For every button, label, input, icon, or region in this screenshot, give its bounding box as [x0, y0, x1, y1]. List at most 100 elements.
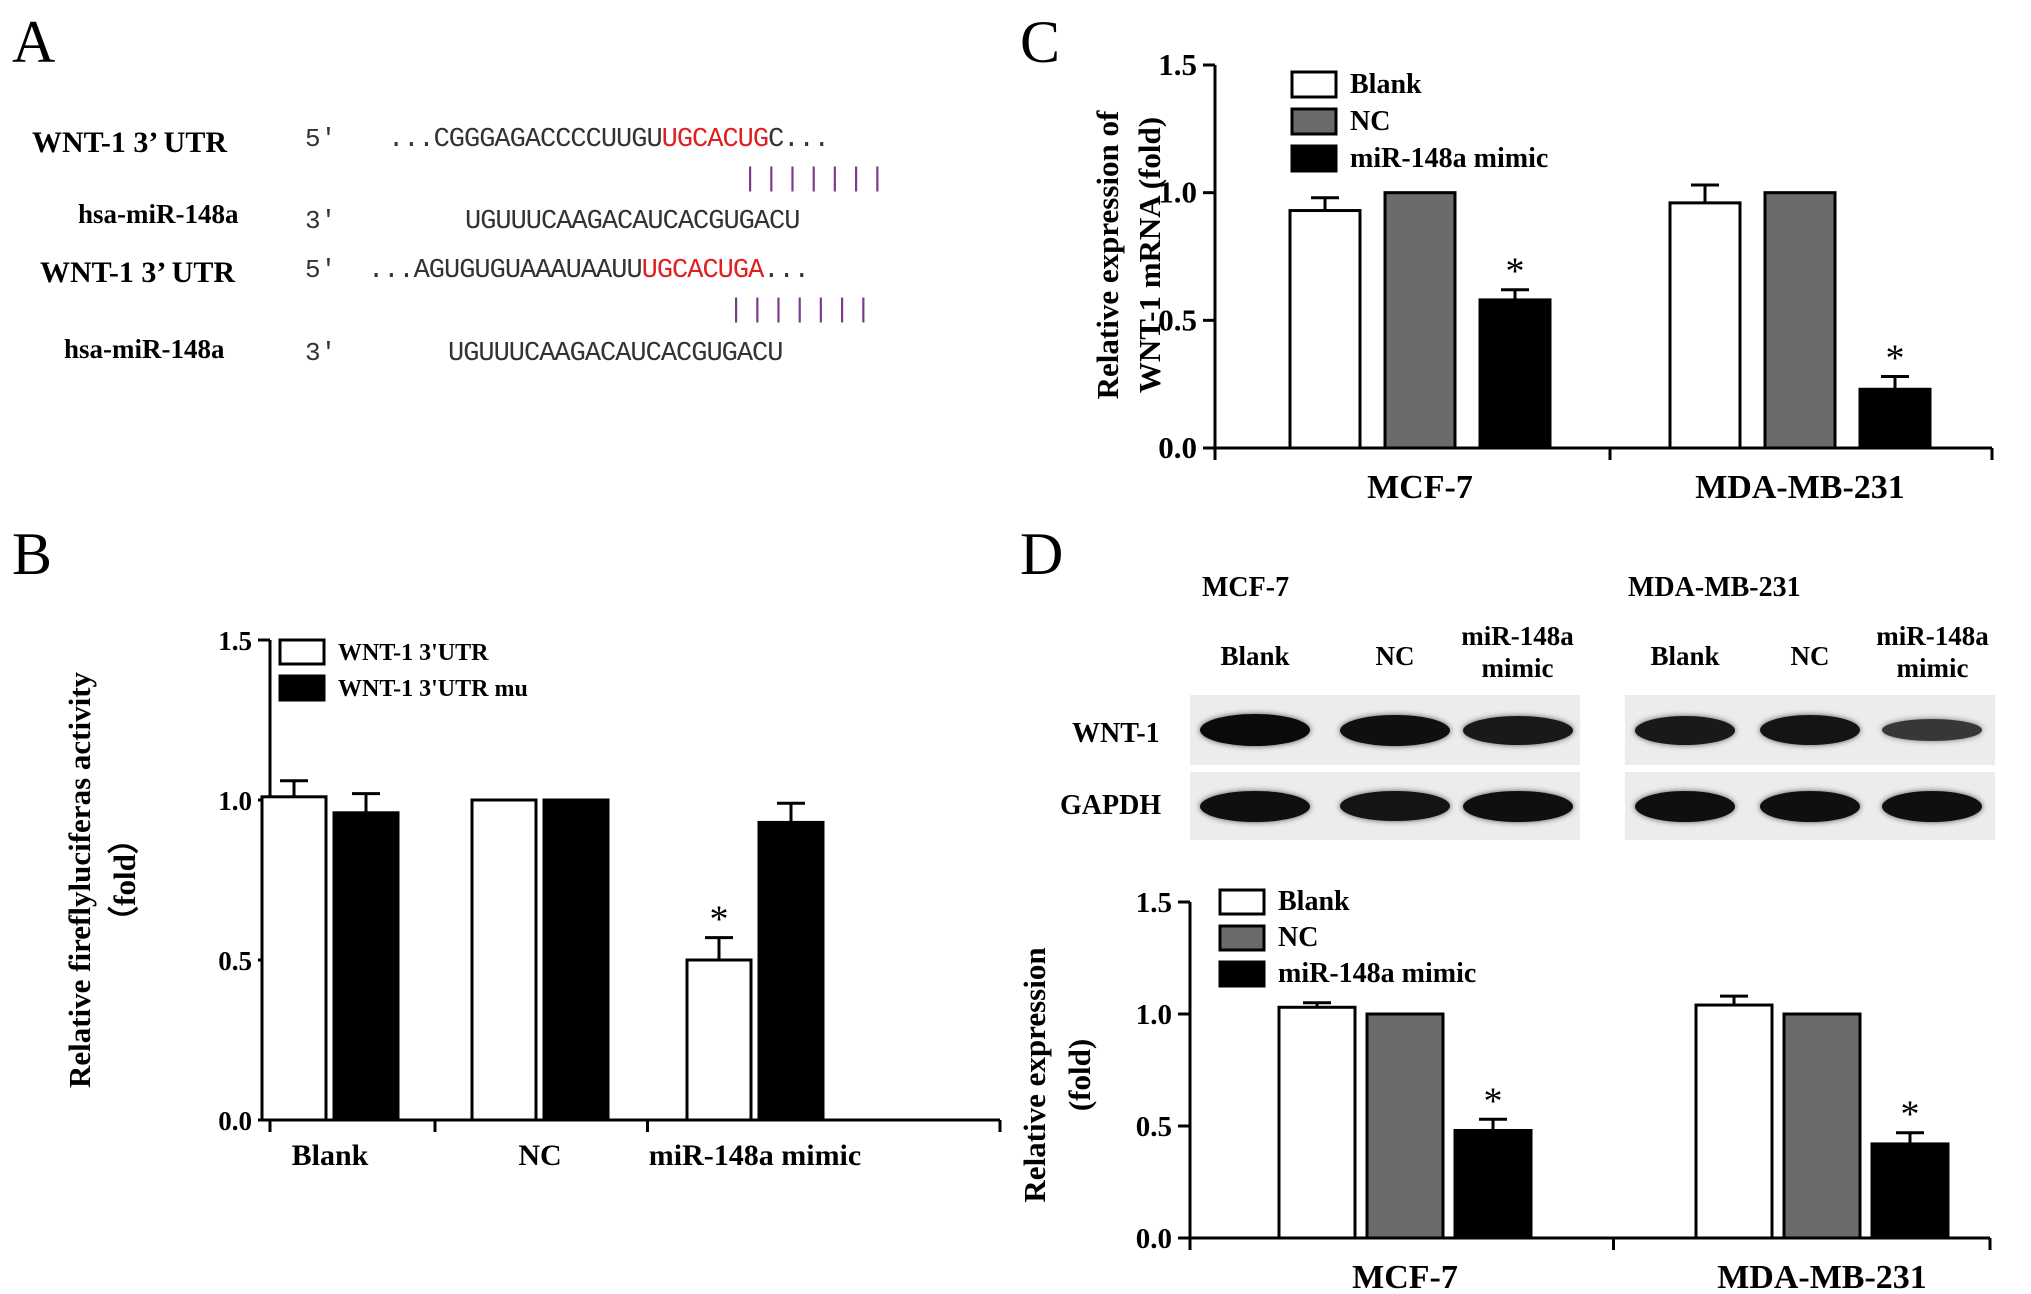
legend-swatch	[1290, 107, 1338, 136]
legend-label: WNT-1 3'UTR mu	[338, 676, 528, 702]
x-category-label: Blank	[292, 1139, 369, 1172]
lane-label: Blank	[1220, 641, 1290, 671]
blot-band	[1635, 715, 1735, 745]
bar	[1694, 1003, 1774, 1240]
seed-match-highlight: UGCACUG	[661, 125, 769, 155]
bar	[1365, 1012, 1445, 1240]
y-tick-label: 1.0	[218, 786, 252, 816]
y-tick-label: 0.5	[218, 946, 252, 976]
bar	[685, 958, 753, 1122]
y-tick-label: 1.5	[1136, 887, 1172, 919]
legend-label: miR-148a mimic	[1278, 958, 1476, 989]
blot-group-title-mdamb231: MDA-MB-231	[1628, 572, 1801, 603]
bar	[757, 820, 825, 1122]
lane-label: NC	[1790, 641, 1830, 671]
significance-marker: *	[1484, 1080, 1503, 1122]
blot-band	[1463, 715, 1573, 745]
legend-swatch	[278, 674, 326, 702]
y-tick-label: 1.5	[218, 626, 252, 656]
bar	[1763, 191, 1837, 450]
blot-row-label-wnt1: WNT-1	[1072, 718, 1160, 749]
lane-label: NC	[1375, 641, 1415, 671]
blot-band	[1882, 719, 1982, 741]
significance-marker: *	[710, 899, 729, 941]
base-pair-bonds: |||||||	[742, 165, 891, 195]
y-tick-label: 0.0	[218, 1106, 252, 1136]
blot-band	[1635, 790, 1735, 822]
seed-match-highlight: UGCACUGA	[641, 256, 765, 286]
bar	[470, 798, 538, 1122]
legend-label: Blank	[1278, 886, 1350, 917]
legend-swatch	[1290, 70, 1338, 99]
bar	[542, 798, 610, 1122]
y-tick-label: 1.5	[1158, 47, 1197, 82]
lane-label: Blank	[1650, 641, 1720, 671]
legend-swatch	[1218, 924, 1266, 952]
blot-band	[1760, 790, 1860, 822]
y-tick-label: 1.0	[1136, 999, 1172, 1031]
bar	[1858, 387, 1932, 450]
blot-band	[1200, 790, 1310, 822]
significance-marker: *	[1886, 338, 1905, 380]
mir-sequence: UGUUUCAAGACAUCACGUGACU	[465, 207, 800, 237]
y-axis-label-line-2: (fold)	[1062, 1039, 1097, 1111]
blot-band	[1882, 790, 1982, 822]
mir-sequence: UGUUUCAAGACAUCACGUGACU	[448, 339, 783, 369]
blot-band	[1463, 790, 1573, 822]
lane-label: miR-148a mimic	[1461, 621, 1574, 683]
lane-label: miR-148a mimic	[1876, 621, 1989, 683]
y-tick-label: 1.0	[1158, 175, 1197, 210]
legend-swatch	[278, 638, 326, 666]
legend-label: Blank	[1350, 69, 1422, 100]
bar	[1288, 209, 1362, 450]
blot-band	[1340, 791, 1450, 821]
bar	[1478, 298, 1552, 450]
bar	[260, 795, 328, 1122]
bar	[1277, 1005, 1357, 1240]
y-axis-label-line-2: WNT-1 mRNA (fold)	[1132, 117, 1167, 393]
panel-letter-b: B	[12, 521, 53, 587]
bar	[1870, 1142, 1950, 1240]
utr-end-label: 5'	[305, 124, 337, 154]
significance-marker: *	[1506, 251, 1525, 293]
utr-label: WNT-1 3’ UTR	[32, 126, 228, 159]
blot-band	[1340, 714, 1450, 746]
base-pair-bonds: |||||||	[728, 296, 877, 326]
legend-label: NC	[1350, 106, 1390, 137]
x-category-label: MDA-MB-231	[1717, 1259, 1927, 1294]
utr-sequence: ...CGGGAGACCCCUUGUUGCACUGC...	[388, 125, 830, 155]
bar	[1668, 201, 1742, 450]
legend-swatch	[1218, 888, 1266, 916]
legend-label: NC	[1278, 922, 1318, 953]
mir-label: hsa-miR-148a	[64, 334, 225, 364]
bar	[1383, 191, 1457, 450]
bar	[1782, 1012, 1862, 1240]
y-axis-label: Relative expression	[1017, 947, 1052, 1202]
y-tick-label: 0.5	[1136, 1111, 1172, 1143]
mir-label: hsa-miR-148a	[78, 199, 239, 229]
significance-marker: *	[1901, 1094, 1920, 1136]
y-axis-label: Relative expression of	[1090, 110, 1125, 399]
panel-letter-c: C	[1020, 9, 1061, 75]
legend-label: WNT-1 3'UTR	[338, 640, 489, 666]
bar	[332, 811, 400, 1122]
x-category-label: miR-148a mimic	[649, 1139, 861, 1172]
blot-band	[1200, 714, 1310, 746]
utr-label: WNT-1 3’ UTR	[40, 256, 236, 289]
legend-label: miR-148a mimic	[1350, 143, 1548, 174]
blot-band	[1760, 715, 1860, 745]
x-category-label: MDA-MB-231	[1695, 469, 1905, 506]
utr-sequence: ...AGUGUGUAAAUAAUUUGCACUGA...	[368, 256, 810, 286]
mir-end-label: 3'	[305, 338, 337, 368]
legend-swatch	[1290, 144, 1338, 173]
blot-row-label-gapdh: GAPDH	[1060, 790, 1162, 821]
x-category-label: MCF-7	[1367, 469, 1473, 506]
y-tick-label: 0.0	[1158, 430, 1197, 465]
bar	[1453, 1128, 1533, 1240]
panel-letter-a: A	[12, 9, 56, 75]
x-category-label: NC	[518, 1139, 561, 1172]
mir-end-label: 3'	[305, 206, 337, 236]
y-tick-label: 0.0	[1136, 1223, 1172, 1255]
panel-letter-d: D	[1020, 521, 1064, 587]
